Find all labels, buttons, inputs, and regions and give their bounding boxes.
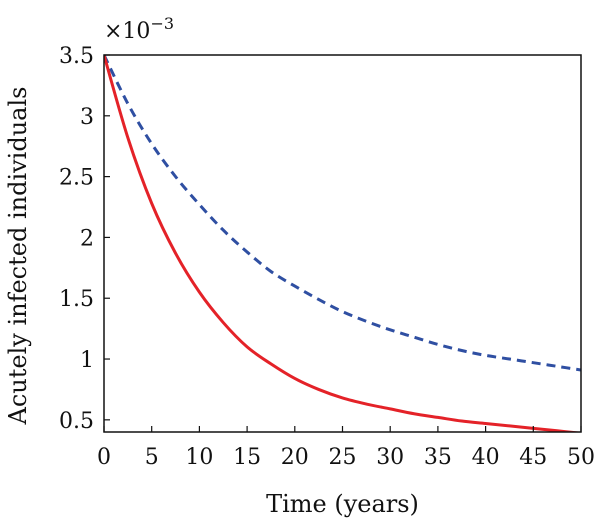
y-axis-multiplier-exponent: −3 bbox=[150, 14, 174, 33]
y-tick-label: 0.5 bbox=[59, 409, 94, 434]
y-tick-label: 1.5 bbox=[59, 287, 94, 312]
x-tick-label: 45 bbox=[519, 445, 547, 470]
x-tick-label: 10 bbox=[185, 445, 213, 470]
x-tick-label: 5 bbox=[145, 445, 159, 470]
x-tick-label: 20 bbox=[281, 445, 309, 470]
y-axis-ticks: 0.5 1 1.5 2 2.5 3 3.5 bbox=[59, 44, 110, 434]
x-tick-label: 40 bbox=[472, 445, 500, 470]
x-axis-ticks: 0 5 10 15 20 25 30 35 40 45 50 bbox=[97, 426, 595, 470]
y-tick-label: 3.5 bbox=[59, 44, 94, 69]
x-tick-label: 25 bbox=[329, 445, 357, 470]
y-axis-label: Acutely infected individuals bbox=[4, 87, 32, 426]
x-axis-label: Time (years) bbox=[266, 490, 419, 518]
plot-frame bbox=[103, 54, 582, 433]
x-tick-label: 35 bbox=[424, 445, 452, 470]
x-tick-label: 30 bbox=[376, 445, 404, 470]
y-axis-multiplier-base: ×10 bbox=[104, 19, 150, 44]
y-axis-multiplier: ×10−3 bbox=[104, 14, 174, 45]
series-line-solid bbox=[104, 55, 581, 432]
x-tick-label: 50 bbox=[567, 445, 595, 470]
series-line-dashed bbox=[104, 55, 581, 372]
x-tick-label: 0 bbox=[97, 445, 111, 470]
series-layer bbox=[104, 55, 581, 432]
y-tick-label: 2.5 bbox=[59, 166, 94, 191]
y-tick-label: 2 bbox=[80, 226, 94, 251]
y-tick-label: 1 bbox=[80, 348, 94, 373]
x-tick-label: 15 bbox=[233, 445, 261, 470]
y-tick-label: 3 bbox=[80, 105, 94, 130]
